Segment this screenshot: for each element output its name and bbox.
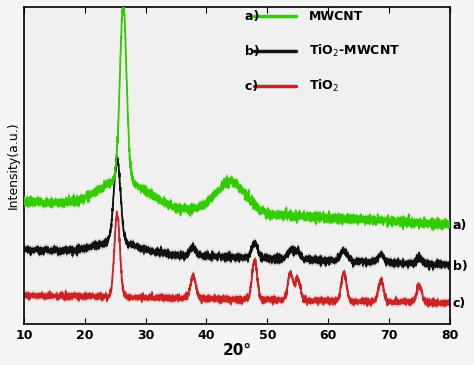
Text: TiO$_2$-MWCNT: TiO$_2$-MWCNT [309, 43, 400, 59]
Y-axis label: Intensity(a.u.): Intensity(a.u.) [7, 122, 20, 209]
Text: c): c) [246, 80, 263, 93]
Text: b): b) [246, 45, 264, 58]
Text: TiO$_2$: TiO$_2$ [309, 78, 339, 94]
Text: a): a) [246, 10, 264, 23]
Text: a): a) [453, 219, 467, 232]
X-axis label: 20°: 20° [222, 343, 252, 358]
Text: MWCNT: MWCNT [309, 10, 364, 23]
Text: c): c) [453, 297, 466, 310]
Text: b): b) [453, 260, 467, 273]
